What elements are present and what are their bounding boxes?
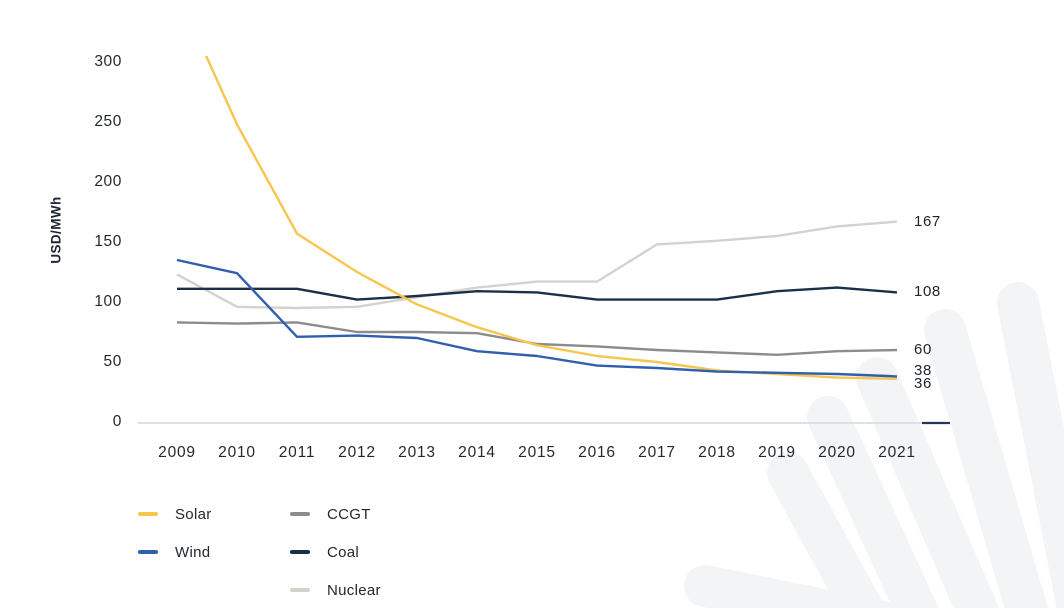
- end-label-wind: 38: [914, 362, 932, 380]
- x-tick-label: 2012: [338, 444, 376, 461]
- x-tick-label: 2013: [398, 444, 436, 461]
- line-wind: [176, 258, 898, 378]
- end-label-solar: 36: [914, 375, 932, 393]
- x-tick-label: 2019: [758, 444, 796, 461]
- legend-swatch-wind: [138, 550, 158, 554]
- x-tick-label: 2020: [818, 444, 856, 461]
- legend-label: Coal: [327, 543, 360, 561]
- line-coal: [177, 286, 898, 301]
- y-tick-label: 300: [94, 53, 122, 70]
- line-nuclear: [176, 220, 898, 310]
- legend-label: CCGT: [327, 505, 371, 523]
- end-label-ccgt: 60: [914, 341, 932, 358]
- legend-item-solar: Solar: [138, 505, 212, 523]
- y-tick-label: 150: [94, 233, 122, 250]
- x-tick-label: 2015: [518, 444, 556, 461]
- legend-item-ccgt: CCGT: [290, 505, 371, 523]
- legend-item-wind: Wind: [138, 543, 210, 561]
- x-tick-label: 2011: [278, 444, 316, 461]
- legend-label: Solar: [175, 505, 212, 523]
- series-lines: [176, 56, 898, 380]
- legend-swatch-nuclear: [290, 588, 310, 592]
- y-tick-label: 100: [94, 293, 122, 310]
- legend-swatch-ccgt: [290, 512, 310, 516]
- legend-label: Wind: [175, 543, 211, 561]
- legend-item-nuclear: Nuclear: [290, 581, 381, 599]
- legend-swatch-coal: [290, 550, 310, 554]
- sun-ray: [684, 565, 919, 608]
- end-label-coal: 108: [914, 283, 941, 301]
- x-tick-label: 2017: [638, 444, 676, 461]
- x-tick-label: 2010: [218, 444, 256, 461]
- y-tick-label: 200: [94, 173, 122, 190]
- legend-item-coal: Coal: [290, 543, 359, 561]
- x-tick-label: 2014: [458, 444, 496, 461]
- sun-ray: [924, 309, 1049, 608]
- x-tick-label: 2021: [878, 444, 916, 461]
- legend-label: Nuclear: [327, 581, 381, 599]
- line-ccgt: [176, 321, 898, 356]
- sun-ray: [856, 357, 1000, 608]
- end-label-nuclear: 167: [914, 212, 941, 230]
- y-tick-label: 0: [112, 413, 122, 430]
- legend-swatch-solar: [138, 512, 158, 516]
- sun-ray: [997, 282, 1064, 608]
- x-tick-label: 2018: [698, 444, 736, 461]
- x-tick-label: 2009: [158, 444, 196, 461]
- y-tick-label: 50: [103, 353, 122, 370]
- sun-ray: [767, 452, 887, 608]
- sun-ray: [807, 396, 939, 608]
- x-tick-label: 2016: [578, 444, 616, 461]
- y-tick-label: 250: [94, 113, 122, 130]
